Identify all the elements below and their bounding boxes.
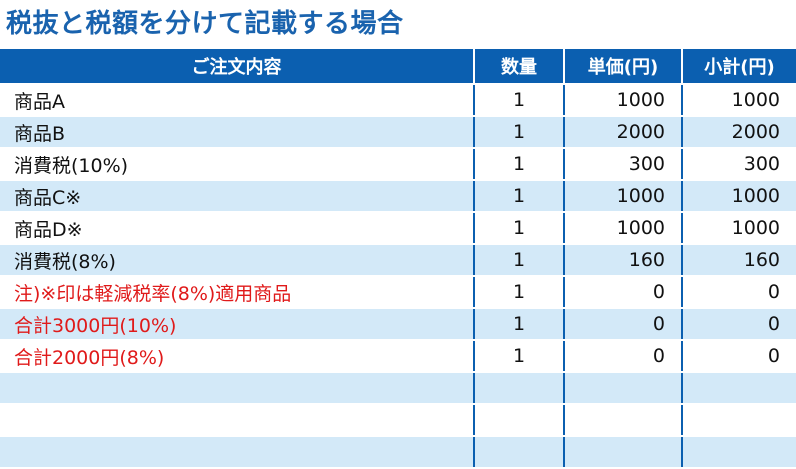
cell-item xyxy=(0,436,474,469)
cell-unit-price xyxy=(563,436,682,469)
table-row xyxy=(0,436,796,469)
order-table: ご注文内容 数量 単価(円) 小計(円) 商品A 1 1000 1000 商品B 1 200… xyxy=(0,49,796,469)
cell-quantity: 1 xyxy=(473,276,564,309)
cell-subtotal xyxy=(681,436,796,469)
cell-quantity xyxy=(473,372,564,405)
table-row xyxy=(0,372,796,405)
cell-unit-price: 0 xyxy=(563,340,682,373)
cell-subtotal: 1000 xyxy=(681,180,796,213)
cell-unit-price: 1000 xyxy=(563,180,682,213)
cell-subtotal: 2000 xyxy=(681,116,796,149)
table-row: 消費税(8%) 1 160 160 xyxy=(0,244,796,277)
table-row: 合計2000円(8%) 1 0 0 xyxy=(0,340,796,373)
table-row: 商品C※ 1 1000 1000 xyxy=(0,180,796,213)
cell-item xyxy=(0,372,474,405)
table-header-row: ご注文内容 数量 単価(円) 小計(円) xyxy=(0,49,796,85)
cell-quantity: 1 xyxy=(473,84,564,117)
table-row: 注)※印は軽減税率(8%)適用商品 1 0 0 xyxy=(0,276,796,309)
table-row: 合計3000円(10%) 1 0 0 xyxy=(0,308,796,341)
cell-item: 消費税(8%) xyxy=(0,244,474,277)
cell-item: 商品C※ xyxy=(0,180,474,213)
cell-quantity: 1 xyxy=(473,180,564,213)
column-header-item: ご注文内容 xyxy=(0,49,474,85)
table-row: 消費税(10%) 1 300 300 xyxy=(0,148,796,181)
cell-quantity: 1 xyxy=(473,244,564,277)
page-title: 税抜と税額を分けて記載する場合 xyxy=(6,9,404,39)
cell-quantity: 1 xyxy=(473,340,564,373)
cell-item: 注)※印は軽減税率(8%)適用商品 xyxy=(0,276,474,309)
table-row: 商品A 1 1000 1000 xyxy=(0,84,796,117)
cell-unit-price: 0 xyxy=(563,276,682,309)
cell-unit-price: 1000 xyxy=(563,84,682,117)
cell-item: 合計2000円(8%) xyxy=(0,340,474,373)
column-header-subtotal: 小計(円) xyxy=(681,49,796,85)
cell-quantity xyxy=(473,404,564,437)
column-header-quantity: 数量 xyxy=(473,49,564,85)
cell-quantity: 1 xyxy=(473,212,564,245)
cell-quantity xyxy=(473,436,564,469)
cell-unit-price: 300 xyxy=(563,148,682,181)
cell-subtotal: 0 xyxy=(681,276,796,309)
cell-subtotal xyxy=(681,372,796,405)
cell-unit-price: 1000 xyxy=(563,212,682,245)
table-row: 商品B 1 2000 2000 xyxy=(0,116,796,149)
cell-subtotal: 0 xyxy=(681,340,796,373)
cell-quantity: 1 xyxy=(473,148,564,181)
cell-item: 消費税(10%) xyxy=(0,148,474,181)
cell-subtotal: 0 xyxy=(681,308,796,341)
cell-unit-price: 160 xyxy=(563,244,682,277)
cell-quantity: 1 xyxy=(473,308,564,341)
table-row: 商品D※ 1 1000 1000 xyxy=(0,212,796,245)
cell-subtotal: 1000 xyxy=(681,212,796,245)
cell-unit-price xyxy=(563,404,682,437)
table-row xyxy=(0,404,796,437)
cell-item: 商品A xyxy=(0,84,474,117)
column-header-unit-price: 単価(円) xyxy=(563,49,682,85)
cell-subtotal xyxy=(681,404,796,437)
cell-unit-price: 0 xyxy=(563,308,682,341)
cell-item: 商品D※ xyxy=(0,212,474,245)
cell-item: 商品B xyxy=(0,116,474,149)
cell-unit-price: 2000 xyxy=(563,116,682,149)
cell-unit-price xyxy=(563,372,682,405)
cell-subtotal: 300 xyxy=(681,148,796,181)
cell-subtotal: 160 xyxy=(681,244,796,277)
cell-subtotal: 1000 xyxy=(681,84,796,117)
cell-item xyxy=(0,404,474,437)
cell-item: 合計3000円(10%) xyxy=(0,308,474,341)
cell-quantity: 1 xyxy=(473,116,564,149)
